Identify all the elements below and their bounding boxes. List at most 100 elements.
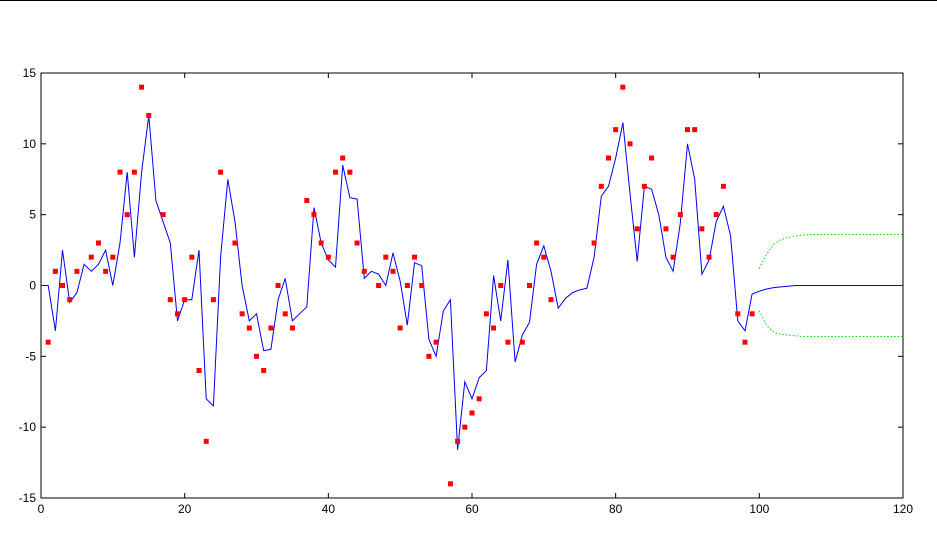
data-point-marker [182, 297, 188, 303]
data-point-marker [735, 311, 741, 317]
data-point-marker [462, 424, 468, 430]
data-point-marker [325, 254, 331, 260]
y-tick-label: 15 [23, 66, 37, 80]
data-point-marker [110, 254, 116, 260]
data-point-marker [677, 212, 683, 218]
data-point-marker [347, 169, 353, 175]
data-point-marker [95, 240, 101, 246]
data-point-marker [232, 240, 238, 246]
data-point-marker [210, 297, 216, 303]
data-point-marker [124, 212, 130, 218]
data-point-marker [526, 283, 532, 288]
data-point-marker [548, 297, 554, 303]
plot-area [40, 72, 904, 499]
data-point-marker [491, 325, 497, 331]
y-tick-label: 5 [29, 208, 36, 222]
data-point-marker [519, 339, 525, 345]
y-tick-label: 10 [23, 137, 37, 151]
data-point-marker [742, 339, 748, 345]
data-point-marker [713, 212, 719, 218]
data-point-marker [469, 410, 475, 416]
data-point-marker [649, 155, 655, 161]
data-point-marker [311, 212, 317, 218]
data-point-marker [196, 368, 202, 373]
top-rule [0, 0, 937, 1]
data-point-marker [641, 183, 647, 189]
data-point-marker [383, 254, 389, 260]
data-point-marker [304, 198, 310, 203]
data-point-marker [354, 240, 360, 246]
data-point-marker [404, 283, 410, 288]
data-point-marker [45, 339, 51, 345]
data-point-marker [67, 297, 73, 303]
data-point-marker [139, 84, 145, 90]
data-point-marker [419, 283, 425, 288]
data-point-marker [685, 127, 690, 133]
data-point-marker [74, 268, 80, 274]
data-point-marker [663, 226, 669, 232]
data-point-marker [447, 481, 453, 487]
x-tick-label: 100 [749, 502, 769, 516]
data-point-marker [534, 240, 540, 246]
x-tick-label: 80 [609, 502, 623, 516]
data-point-marker [268, 325, 274, 331]
data-point-marker [333, 169, 339, 175]
data-point-marker [720, 183, 726, 189]
data-point-marker [605, 155, 611, 161]
data-point-marker [598, 183, 604, 189]
data-point-marker [318, 240, 324, 246]
data-point-marker [426, 353, 432, 359]
y-tick-label: -5 [25, 349, 36, 363]
data-point-marker [613, 127, 619, 133]
data-point-marker [203, 438, 209, 444]
data-point-marker [117, 169, 123, 175]
data-point-marker [706, 254, 712, 260]
x-tick-label: 20 [178, 502, 192, 516]
data-point-marker [376, 283, 382, 288]
data-point-marker [131, 169, 137, 175]
data-point-marker [52, 268, 58, 274]
data-point-marker [591, 240, 597, 246]
data-point-marker [433, 339, 439, 345]
data-point-marker [412, 254, 418, 260]
data-point-marker [60, 283, 66, 288]
data-point-marker [692, 127, 698, 133]
data-point-marker [397, 325, 403, 331]
x-tick-label: 120 [893, 502, 913, 516]
data-point-marker [189, 254, 195, 260]
data-point-marker [261, 368, 267, 373]
x-tick-label: 40 [322, 502, 336, 516]
data-point-marker [498, 283, 504, 288]
data-point-marker [476, 396, 482, 402]
data-point-marker [483, 311, 489, 317]
x-tick-label: 60 [465, 502, 479, 516]
data-point-marker [505, 339, 511, 345]
y-tick-label: 0 [29, 279, 36, 293]
data-point-marker [88, 254, 94, 260]
data-point-marker [174, 311, 180, 317]
data-point-marker [167, 297, 173, 303]
data-point-marker [670, 254, 676, 260]
data-point-marker [275, 283, 281, 288]
data-point-marker [390, 268, 396, 274]
data-point-marker [246, 325, 252, 331]
data-point-marker [361, 268, 367, 274]
data-point-marker [627, 141, 633, 147]
x-tick-label: 0 [38, 502, 45, 516]
data-point-marker [455, 438, 461, 444]
data-point-marker [254, 353, 259, 359]
y-tick-label: -10 [19, 420, 37, 434]
data-point-marker [620, 84, 626, 90]
forecast-bound-line-3 [758, 310, 903, 337]
data-point-marker [634, 226, 640, 232]
y-tick-label: -15 [19, 491, 37, 505]
data-point-marker [541, 254, 547, 260]
data-point-marker [218, 169, 224, 175]
data-point-marker [749, 311, 755, 317]
forecast-bound-line-2 [758, 234, 903, 269]
data-point-marker [103, 268, 109, 274]
data-point-marker [160, 212, 166, 218]
data-point-marker [340, 155, 346, 161]
data-point-marker [146, 113, 152, 118]
